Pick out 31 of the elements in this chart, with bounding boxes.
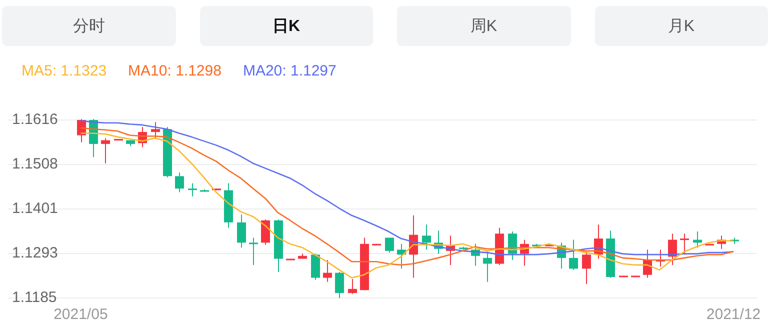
candlestick: [151, 122, 160, 140]
text: 分时: [2, 6, 176, 46]
y-tick-label: 1.1293: [12, 244, 58, 262]
candlestick: [385, 237, 394, 254]
candlestick: [483, 251, 492, 282]
candlestick: [335, 271, 344, 298]
candlestick: [237, 214, 246, 248]
text: MA5: 1.1323: [22, 62, 107, 80]
y-tick-label: 1.1508: [12, 156, 58, 173]
candlestick: [175, 172, 184, 193]
text: MA10: 1.1298: [128, 62, 222, 80]
y-tick-label: 1.1185: [12, 289, 57, 306]
x-tick-label: 2021/12: [706, 306, 761, 324]
text: 日K: [200, 6, 373, 46]
candlestick: [643, 249, 652, 278]
candlestick: [680, 233, 689, 256]
candlestick: [422, 224, 431, 250]
text: MA20: 1.1297: [242, 62, 336, 80]
x-tick-label: 2021/05: [54, 306, 108, 324]
y-tick-label: 1.1616: [12, 111, 58, 128]
candlestick: [311, 253, 320, 280]
candlestick: [101, 138, 110, 164]
candlestick: [188, 182, 197, 197]
y-tick-label: 1.1401: [12, 200, 58, 217]
candlestick: [569, 239, 578, 270]
candlestick: [249, 237, 258, 266]
candlestick: [323, 260, 332, 282]
candlestick: [348, 278, 357, 294]
text: 周K: [397, 6, 570, 46]
candlestick: [582, 251, 591, 284]
text: 月K: [594, 6, 768, 46]
